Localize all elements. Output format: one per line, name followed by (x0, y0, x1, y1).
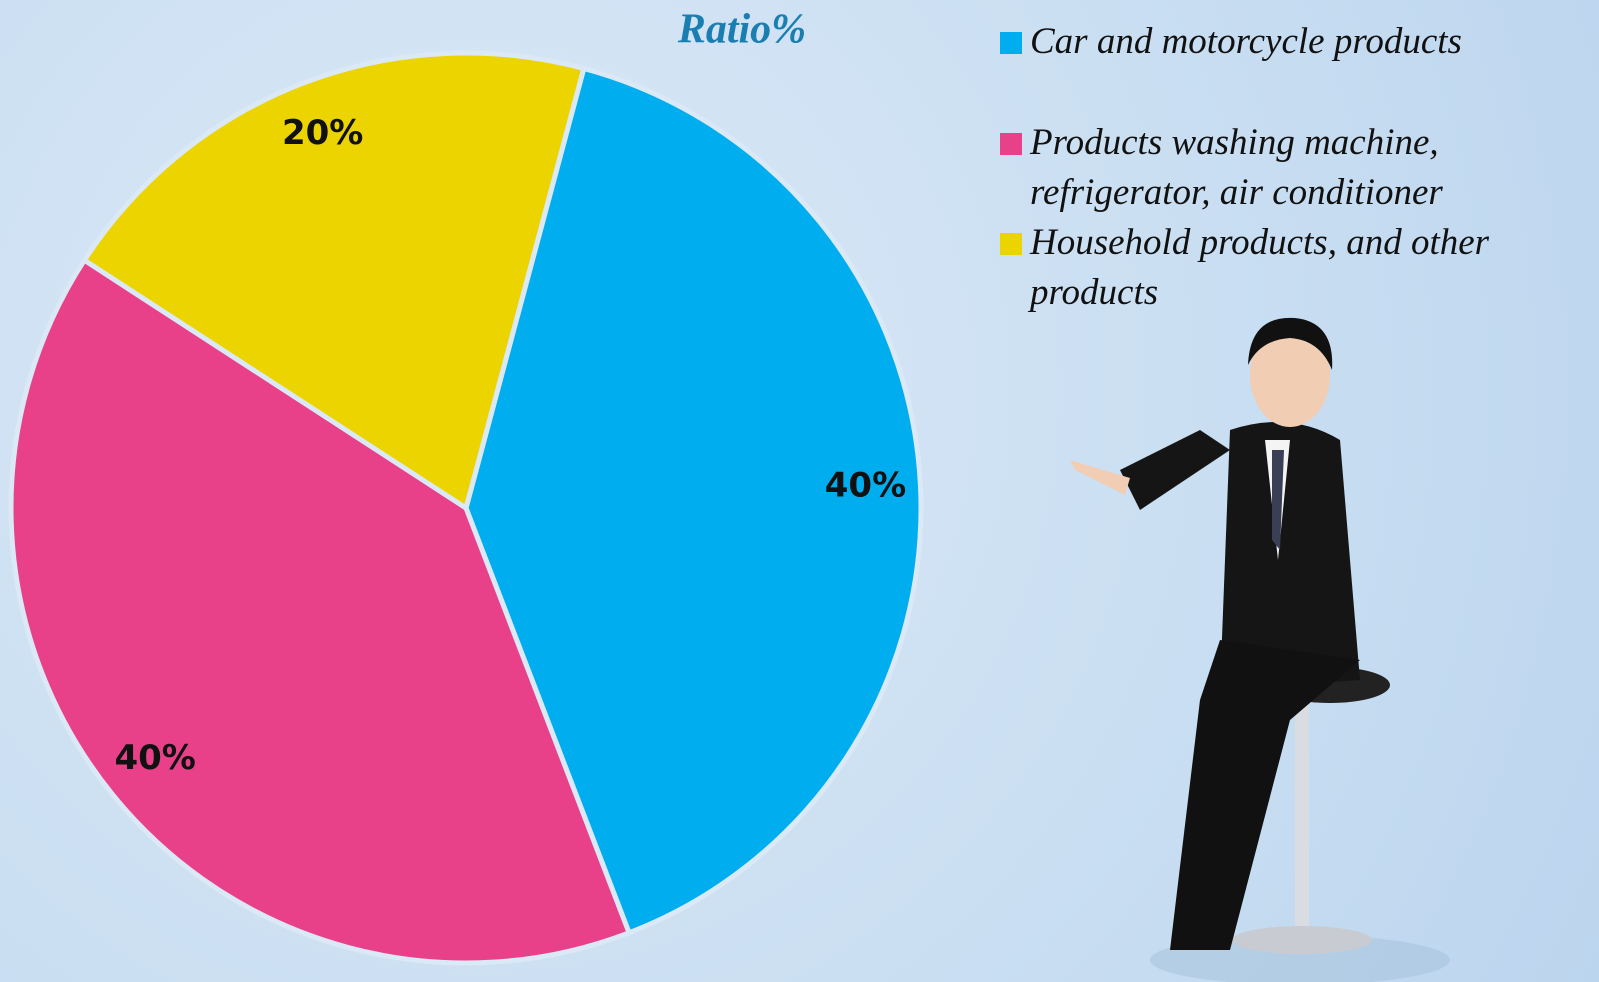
legend-swatch (1000, 233, 1022, 255)
legend-swatch (1000, 32, 1022, 54)
legend-label: Household products, and other products (1030, 222, 1490, 313)
legend-item: Household products, and other products (1000, 218, 1590, 318)
legend-item: Car and motorcycle products (1000, 17, 1590, 67)
legend-item: Products washing machine, refrigerator, … (1000, 118, 1590, 218)
data-label: 20% (282, 113, 363, 153)
chart-title: Ratio% (677, 7, 806, 53)
pie-slice (463, 65, 924, 937)
legend-label: Car and motorcycle products (1030, 21, 1462, 62)
data-label: 40% (825, 466, 906, 506)
presenter-figure (1070, 317, 1450, 982)
legend: Car and motorcycle products Products wash… (1000, 17, 1590, 318)
legend-label: Products washing machine, refrigerator, … (1030, 122, 1443, 213)
pie-slice (80, 50, 587, 512)
legend-swatch (1000, 133, 1022, 155)
pie-slice (8, 256, 633, 966)
data-label: 40% (114, 738, 195, 778)
